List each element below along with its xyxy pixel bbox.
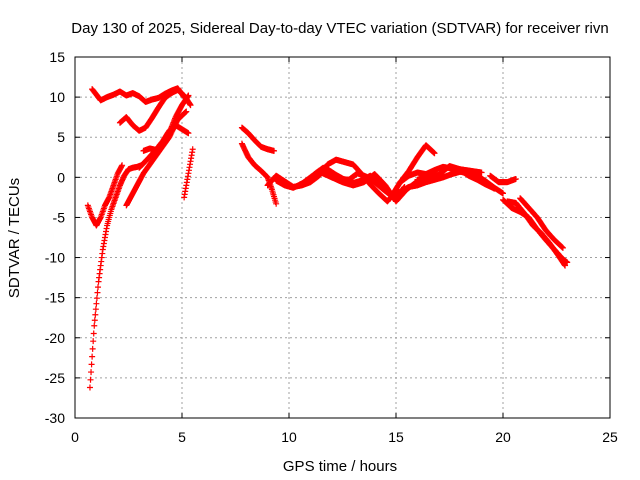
data-point <box>89 353 96 360</box>
x-tick-label: 0 <box>71 429 79 445</box>
series-track-1 <box>86 162 145 391</box>
data-point <box>90 338 97 345</box>
data-point <box>187 102 194 109</box>
data-point <box>87 376 94 383</box>
y-tick-label: 10 <box>49 89 65 105</box>
data-point <box>94 289 101 296</box>
grid-layer <box>75 57 610 418</box>
x-tick-label: 15 <box>388 429 404 445</box>
chart-title: Day 130 of 2025, Sidereal Day-to-day VTE… <box>71 20 608 37</box>
data-point <box>491 185 498 192</box>
series-track-18 <box>487 172 519 186</box>
data-point <box>271 147 278 154</box>
data-point <box>185 130 192 137</box>
x-tick-label: 10 <box>281 429 297 445</box>
y-tick-label: 5 <box>57 129 65 145</box>
series-track-9 <box>238 124 278 154</box>
tick-layer: 0 5 10 15 20 25 -30 -25 -20 -15 -10 -5 0 5 10 15 <box>45 49 618 445</box>
data-point <box>93 295 100 302</box>
x-tick-label: 25 <box>602 429 618 445</box>
data-point <box>86 384 93 391</box>
data-point <box>88 369 95 376</box>
data-point <box>119 162 126 169</box>
series-track-8 <box>181 146 196 201</box>
data-point <box>478 169 485 176</box>
x-tick-label: 20 <box>495 429 511 445</box>
y-tick-label: -20 <box>45 330 65 346</box>
series-track-20 <box>504 198 569 269</box>
y-tick-label: -5 <box>53 209 66 225</box>
data-layer <box>84 85 571 391</box>
data-point <box>92 311 99 318</box>
data-point <box>183 108 190 115</box>
data-point <box>189 146 196 153</box>
data-point <box>562 262 569 269</box>
data-point <box>273 200 280 207</box>
data-point <box>92 306 99 313</box>
plot-area-frame <box>74 56 611 419</box>
x-axis-title: GPS time / hours <box>283 458 397 475</box>
data-point <box>559 244 566 251</box>
series-track-7 <box>140 92 192 154</box>
data-point <box>185 92 192 99</box>
data-point <box>91 317 98 324</box>
series-track-2 <box>84 162 126 229</box>
data-point <box>90 330 97 337</box>
data-point <box>95 284 102 291</box>
y-axis-title: SDTVAR / TECUs <box>6 178 23 298</box>
y-tick-label: 15 <box>49 49 65 65</box>
series-track-4 <box>116 86 194 134</box>
y-tick-label: 0 <box>57 169 65 185</box>
y-tick-label: -10 <box>45 250 65 266</box>
data-point <box>89 345 96 352</box>
data-point <box>93 300 100 307</box>
series-track-21 <box>517 195 566 251</box>
data-point <box>91 322 98 329</box>
y-tick-label: -25 <box>45 370 65 386</box>
x-tick-label: 5 <box>178 429 186 445</box>
data-point <box>500 190 506 197</box>
y-tick-label: -15 <box>45 290 65 306</box>
series-track-17 <box>414 163 485 183</box>
data-point <box>88 361 95 368</box>
data-point <box>512 175 519 182</box>
data-point <box>431 150 438 157</box>
y-tick-label: -30 <box>45 410 65 426</box>
